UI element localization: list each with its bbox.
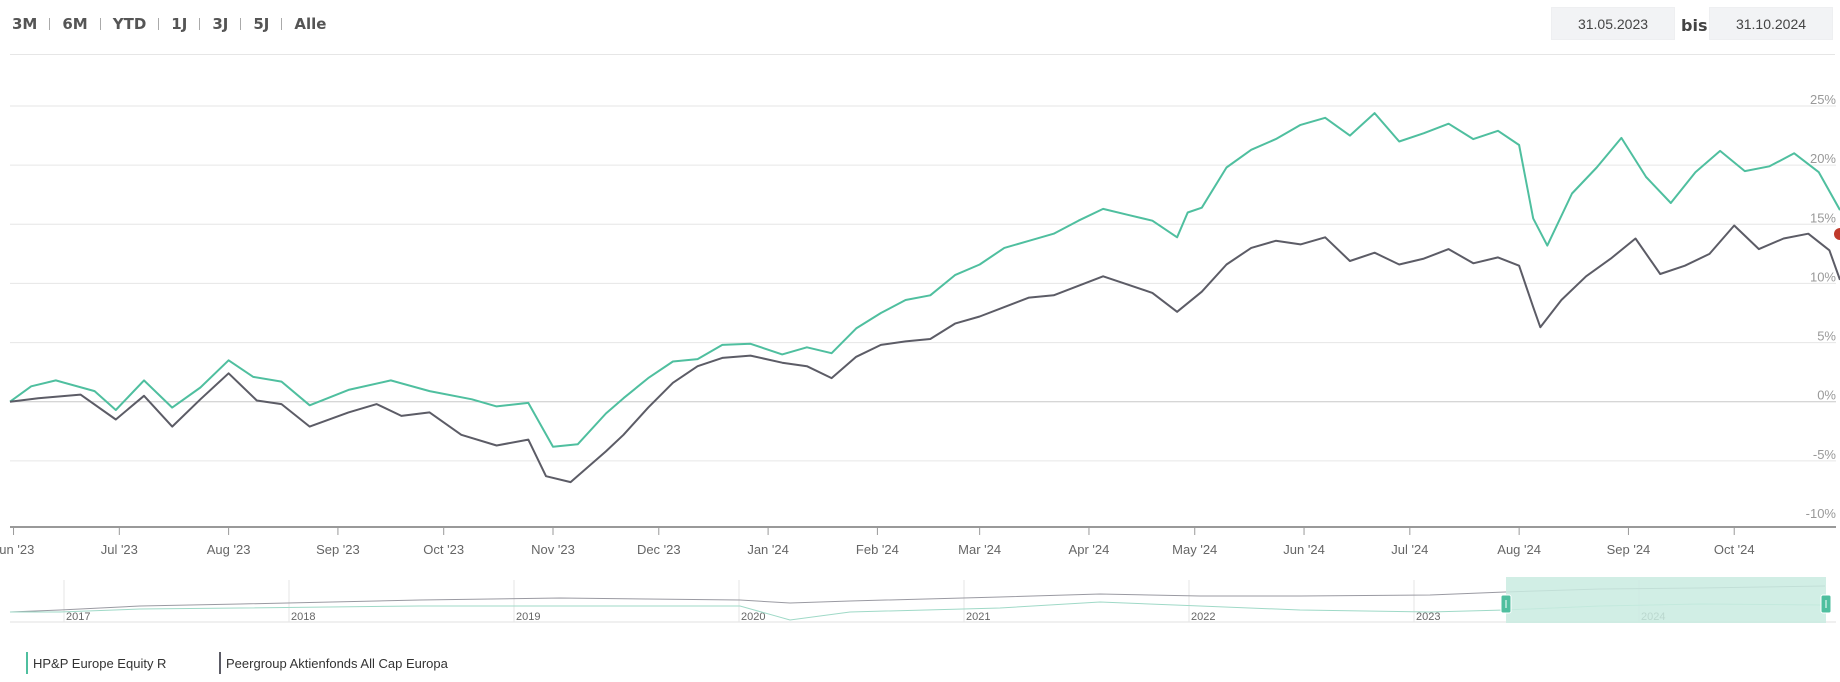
range-button-ytd[interactable]: YTD (112, 15, 147, 33)
y-tick-label: 0% (1817, 388, 1836, 403)
navigator-selection[interactable] (1506, 577, 1826, 623)
range-button-1j[interactable]: 1J (171, 15, 188, 33)
navigator-year-label: 2017 (66, 611, 90, 623)
range-separator (240, 18, 242, 30)
navigator-year-label: 2018 (291, 611, 315, 623)
x-tick-label: Sep '23 (316, 542, 360, 557)
y-tick-label: 15% (1810, 210, 1836, 225)
range-button-3m[interactable]: 3M (12, 15, 38, 33)
navigator-year-label: 2023 (1416, 611, 1440, 623)
x-tick-label: Jul '23 (101, 542, 138, 557)
x-tick-label: Jul '24 (1391, 542, 1428, 557)
series-line-peer (9, 224, 1840, 484)
legend-swatch-peer (219, 652, 221, 674)
range-selector: 3M 6M YTD 1J 3J 5J Alle (12, 12, 334, 36)
legend-item-fund[interactable]: HP&P Europe Equity R (26, 651, 166, 675)
legend-swatch-fund (26, 652, 28, 674)
date-to-input[interactable]: 31.10.2024 (1709, 7, 1833, 40)
x-tick-label: Aug '24 (1497, 542, 1541, 557)
range-button-3j[interactable]: 3J (212, 15, 229, 33)
y-tick-label: -10% (1806, 506, 1837, 521)
toolbar-divider (10, 54, 1835, 55)
range-button-5j[interactable]: 5J (253, 15, 270, 33)
x-tick-label: Oct '24 (1714, 542, 1755, 557)
x-tick-label: Oct '23 (423, 542, 464, 557)
legend-item-peer[interactable]: Peergroup Aktienfonds All Cap Europa (219, 651, 448, 675)
x-tick-label: Jun '23 (0, 542, 34, 557)
y-tick-label: -5% (1813, 447, 1837, 462)
x-tick-label: Jan '24 (747, 542, 789, 557)
legend-label-fund: HP&P Europe Equity R (33, 655, 167, 671)
navigator-year-label: 2022 (1191, 611, 1215, 623)
y-tick-label: 10% (1810, 269, 1836, 284)
date-separator: bis (1681, 16, 1708, 35)
range-separator (158, 18, 160, 30)
range-separator (49, 18, 51, 30)
x-tick-label: Mar '24 (958, 542, 1001, 557)
y-tick-label: 5% (1817, 329, 1836, 344)
legend-label-peer: Peergroup Aktienfonds All Cap Europa (226, 655, 448, 671)
y-tick-label: 25% (1810, 92, 1836, 107)
navigator-year-label: 2020 (741, 611, 765, 623)
x-tick-label: Sep '24 (1607, 542, 1651, 557)
x-tick-label: Nov '23 (531, 542, 575, 557)
x-tick-label: May '24 (1172, 542, 1217, 557)
range-separator (199, 18, 201, 30)
range-separator (99, 18, 101, 30)
last-value-marker (1834, 228, 1840, 240)
x-tick-label: Dec '23 (637, 542, 681, 557)
x-tick-label: Apr '24 (1069, 542, 1110, 557)
range-button-alle[interactable]: Alle (294, 15, 327, 33)
navigator-year-label: 2021 (966, 611, 990, 623)
y-tick-label: 20% (1810, 151, 1836, 166)
series-line-fund (9, 112, 1840, 448)
range-separator (281, 18, 283, 30)
x-tick-label: Aug '23 (207, 542, 251, 557)
navigator-year-label: 2019 (516, 611, 540, 623)
x-tick-label: Jun '24 (1283, 542, 1325, 557)
x-tick-label: Feb '24 (856, 542, 899, 557)
date-from-input[interactable]: 31.05.2023 (1551, 7, 1675, 40)
range-button-6m[interactable]: 6M (62, 15, 88, 33)
